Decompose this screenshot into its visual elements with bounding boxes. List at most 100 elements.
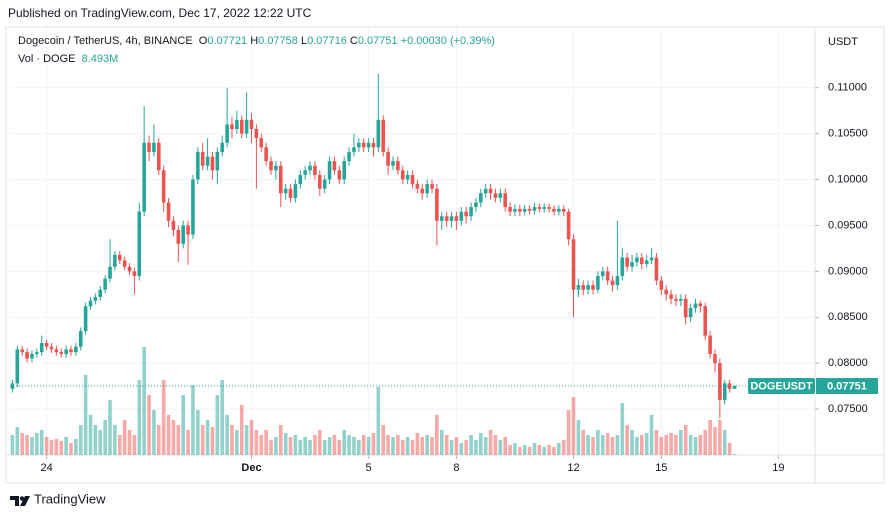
volume-bar xyxy=(596,430,600,455)
volume-bar xyxy=(108,400,112,455)
candle-body xyxy=(20,349,25,353)
volume-bar xyxy=(132,435,137,455)
volume-bar xyxy=(93,425,98,455)
candle-body xyxy=(235,119,239,130)
candle-body xyxy=(493,193,498,198)
ohlc-value: 0.07751 xyxy=(357,35,398,47)
volume-bar xyxy=(659,437,664,455)
candle-body xyxy=(88,300,93,307)
x-tick-label: 15 xyxy=(655,462,667,474)
candle-body xyxy=(352,147,356,152)
candle-body xyxy=(78,331,83,347)
candle-body xyxy=(254,129,259,139)
axis-layer: 0.07500 0.08000 0.08500 0.09000 0.09500 0.100… xyxy=(10,82,878,474)
candle-body xyxy=(459,211,464,221)
volume-bar xyxy=(117,435,122,455)
candle-body xyxy=(166,202,171,221)
volume-bar xyxy=(513,443,517,455)
candle-body xyxy=(644,260,649,264)
candle-body xyxy=(703,306,708,336)
candle-body xyxy=(552,208,556,212)
change-value: +0.00030 (+0.39%) xyxy=(400,35,495,47)
volume-bar xyxy=(327,437,332,455)
candle-body xyxy=(332,161,337,171)
candle-body xyxy=(249,119,254,130)
candle-body xyxy=(288,188,293,198)
candle-body xyxy=(435,188,439,221)
volume-bar xyxy=(444,435,449,455)
ohlc-value: 0.07716 xyxy=(307,35,347,47)
candle-body xyxy=(117,254,122,261)
volume-bar xyxy=(127,430,132,455)
volume-bar xyxy=(391,437,395,455)
volume-bar xyxy=(381,425,386,455)
volume-bar xyxy=(244,425,249,455)
candle-body xyxy=(371,142,376,148)
volume-bar xyxy=(430,437,434,455)
candle-body xyxy=(400,170,405,180)
candle-body xyxy=(230,124,234,130)
candle-body xyxy=(35,352,39,354)
volume-bar xyxy=(98,430,103,455)
volume-bar xyxy=(718,420,722,455)
candle-body xyxy=(566,211,571,240)
volume-bar xyxy=(605,433,610,455)
candle-body xyxy=(210,156,215,171)
candle-body xyxy=(727,383,732,389)
volume-bar xyxy=(220,380,225,455)
volume-bar xyxy=(542,447,547,455)
volume-bar xyxy=(74,439,78,455)
volume-bar xyxy=(693,437,698,455)
candle-body xyxy=(225,124,229,143)
candle-body xyxy=(69,349,73,353)
candle-body xyxy=(469,207,473,217)
volume-bar xyxy=(415,433,420,455)
volume-bar xyxy=(15,427,20,455)
volume-bar xyxy=(30,437,34,455)
volume-bar xyxy=(688,435,693,455)
candle-body xyxy=(283,188,288,194)
candle-layer xyxy=(10,73,737,419)
published-note: Published on TradingView.com, Dec 17, 20… xyxy=(8,6,312,20)
volume-bar xyxy=(405,437,410,455)
volume-bar xyxy=(561,440,566,455)
candle-body xyxy=(308,165,312,171)
volume-bar xyxy=(581,430,586,455)
volume-bar xyxy=(547,445,551,455)
ohlc-value: 0.07758 xyxy=(258,35,298,47)
candle-body xyxy=(532,207,537,211)
volume-bar xyxy=(396,435,400,455)
x-tick-label: 19 xyxy=(772,462,784,474)
volume-bar xyxy=(478,433,483,455)
candle-body xyxy=(713,353,717,364)
volume-bar xyxy=(366,437,371,455)
volume-bar xyxy=(425,435,429,455)
candle-body xyxy=(513,208,517,212)
candle-body xyxy=(420,188,425,194)
candle-body xyxy=(600,271,605,276)
candle-body xyxy=(718,363,722,400)
volume-bar xyxy=(39,430,44,455)
candle-body xyxy=(381,119,386,152)
candle-body xyxy=(327,161,332,180)
logo-slash xyxy=(20,496,30,506)
candle-body xyxy=(596,275,600,290)
candle-body xyxy=(191,179,195,235)
candle-body xyxy=(425,184,429,194)
volume-bar xyxy=(654,430,659,455)
y-tick-label: 0.07500 xyxy=(828,403,868,415)
volume-bar xyxy=(239,405,244,455)
x-tick-label: 5 xyxy=(366,462,372,474)
ohlc-letter: L xyxy=(300,35,308,47)
volume-bar xyxy=(205,420,210,455)
candle-body xyxy=(659,280,664,290)
volume-bar xyxy=(483,437,488,455)
candle-body xyxy=(122,260,127,267)
volume-bar xyxy=(586,435,590,455)
volume-bar xyxy=(664,435,669,455)
candle-body xyxy=(25,352,29,359)
volume-bar xyxy=(230,425,234,455)
volume-bar xyxy=(566,410,571,455)
candle-body xyxy=(410,174,415,185)
candle-body xyxy=(44,342,49,347)
